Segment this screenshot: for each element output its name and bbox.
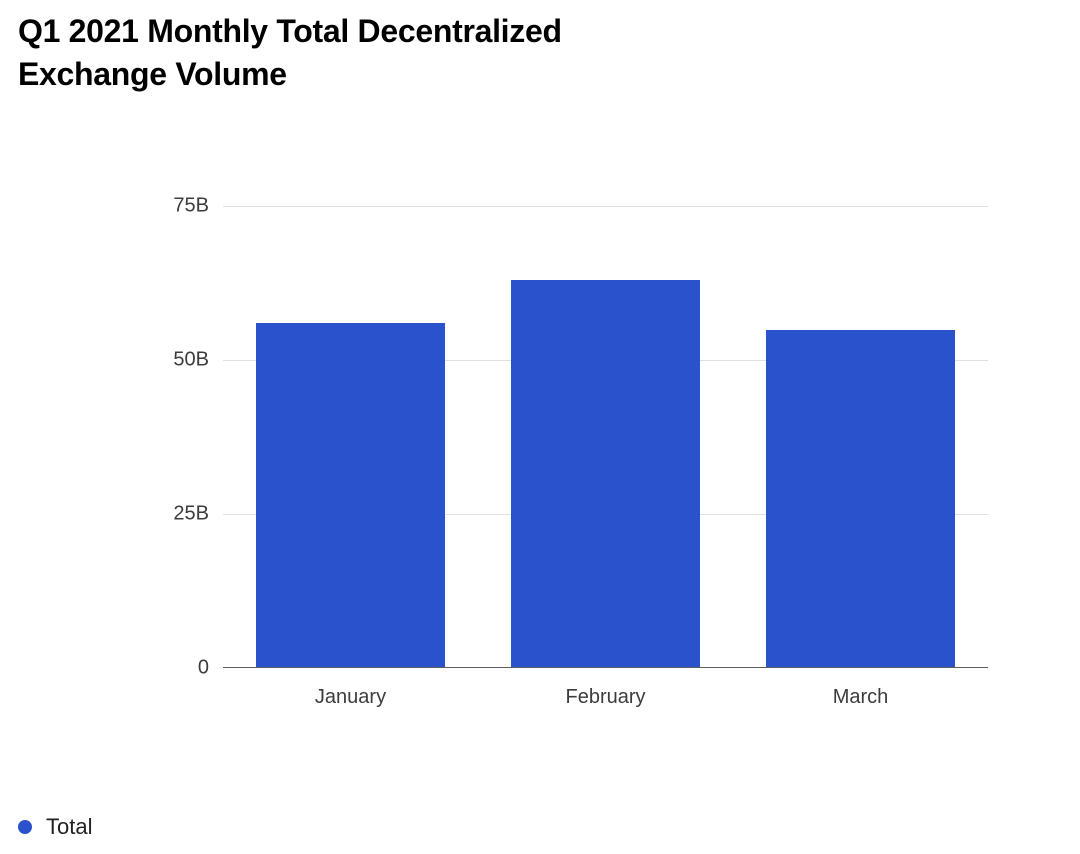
legend-marker [18,820,32,834]
y-tick-label: 25B [173,503,209,526]
y-tick-label: 50B [173,349,209,372]
chart-title: Q1 2021 Monthly Total Decentralized Exch… [18,10,658,96]
bar [256,323,445,668]
x-tick-label: February [478,686,733,709]
x-tick-label: January [223,686,478,709]
y-tick-label: 0 [198,657,209,680]
x-tick-label: March [733,686,988,709]
bar-slot [733,206,988,668]
bars-group [223,206,988,668]
bar-slot [223,206,478,668]
bar [511,280,700,668]
bar [766,330,955,669]
legend: Total [18,814,92,840]
x-axis-labels: JanuaryFebruaryMarch [223,686,988,709]
y-tick-label: 75B [173,195,209,218]
plot-area: 025B50B75B [223,206,988,668]
legend-label: Total [46,814,92,840]
bar-slot [478,206,733,668]
chart-container: 025B50B75B JanuaryFebruaryMarch [143,206,1013,718]
x-axis-line [223,667,988,669]
